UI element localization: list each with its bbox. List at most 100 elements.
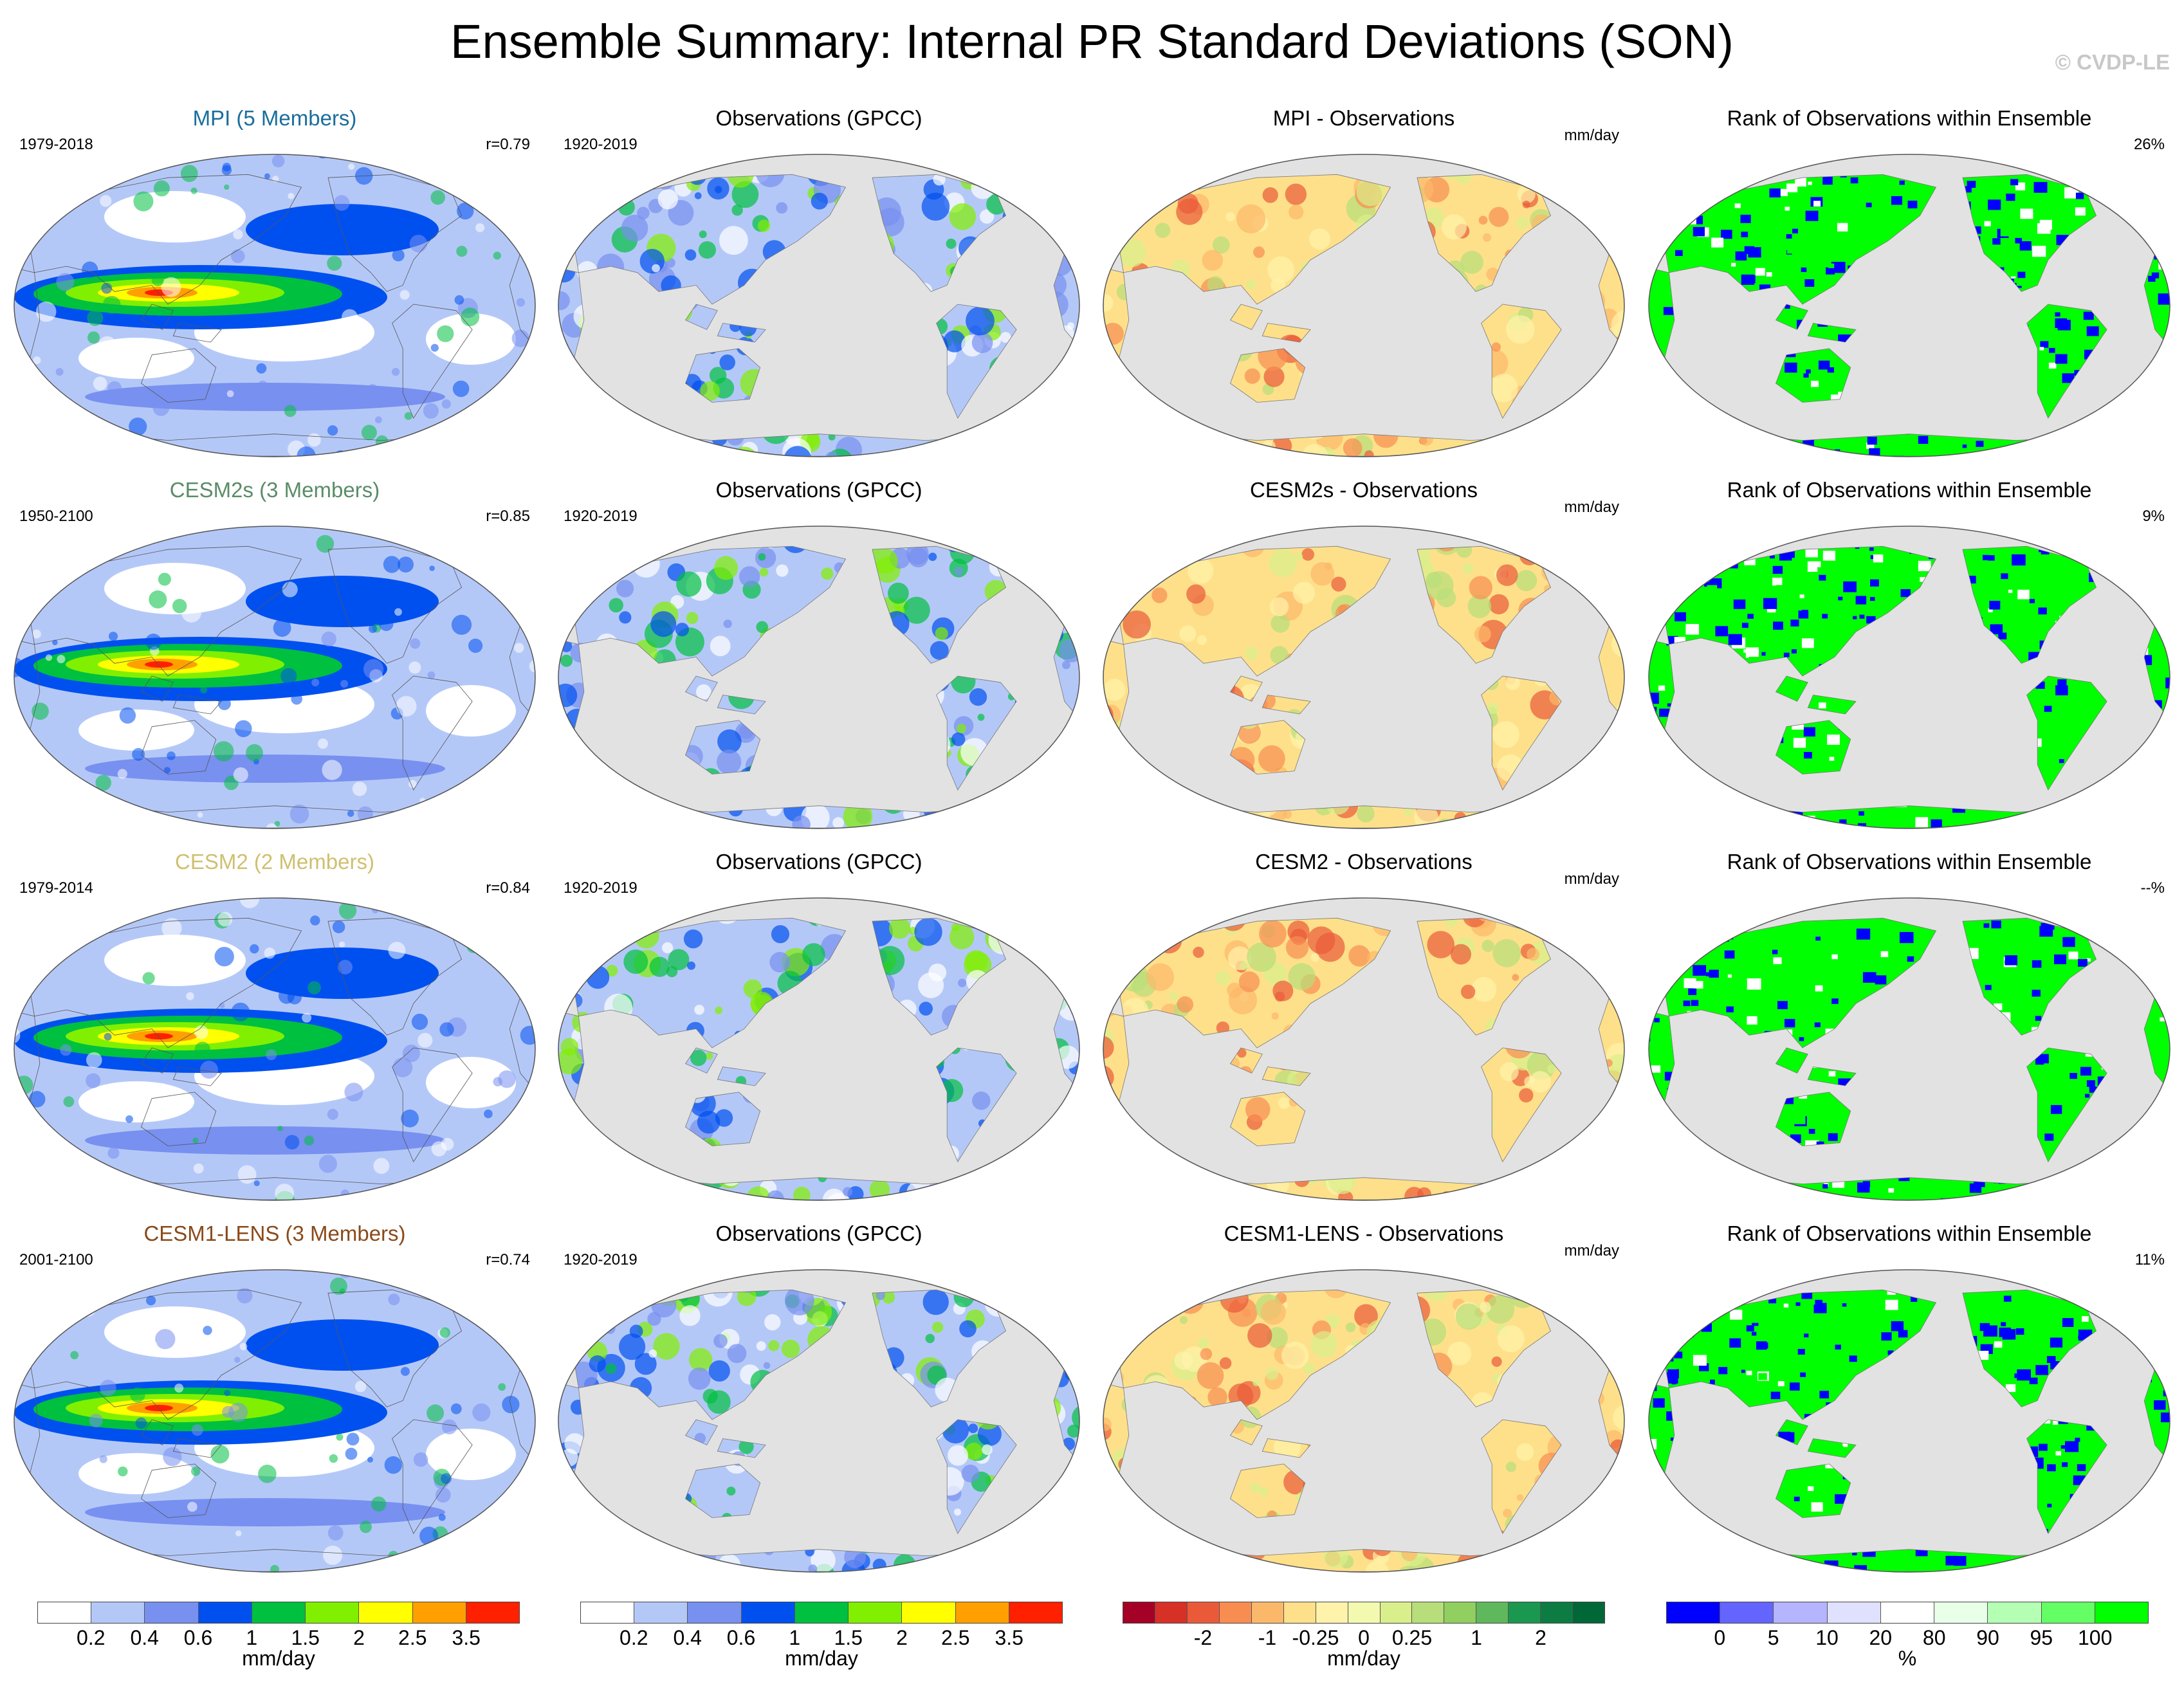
obs-title: Observations (GPCC) [715, 850, 922, 874]
colorbar-tick-label: 0.4 [673, 1626, 702, 1649]
colorbar-tick-label: 5 [1767, 1626, 1779, 1649]
diff-title: CESM2s - Observations [1250, 478, 1478, 502]
rank-colorbar-ticks: 0 5 10 20 80 90 95 100 [1666, 1626, 2149, 1652]
colorbar-swatch [2041, 1602, 2095, 1623]
colorbar-tick-label: -1 [1258, 1626, 1277, 1649]
model-colorbar [37, 1602, 520, 1624]
colorbar-swatch [1720, 1602, 1774, 1623]
panel-model-row3: CESM2 (2 Members) 1979-2014 r=0.84 [8, 850, 542, 1210]
unit-label: mm/day [1564, 870, 1619, 888]
correlation-label: r=0.79 [486, 136, 530, 153]
colorbar-tick-label: 10 [1815, 1626, 1839, 1649]
diff-title: MPI - Observations [1272, 106, 1455, 130]
colorbar-tick-label: 2.5 [398, 1626, 427, 1649]
colorbar-tick-label: 1 [789, 1626, 801, 1649]
obs-colorbar-ticks: 0.2 0.4 0.6 1 1.5 2 2.5 3.5 [580, 1626, 1063, 1652]
colorbar-swatch [1667, 1602, 1721, 1623]
diff-colorbar [1123, 1602, 1605, 1624]
rank-title: Rank of Observations within Ensemble [1727, 1222, 2092, 1245]
colorbar-swatch [1123, 1602, 1155, 1623]
rank-map [1648, 526, 2170, 829]
rank-map [1648, 897, 2170, 1201]
correlation-label: r=0.84 [486, 879, 530, 897]
colorbar-swatch [1476, 1602, 1509, 1623]
panel-diff-row3: CESM2 - Observations mm/day [1097, 850, 1631, 1210]
model-title: CESM2 (2 Members) [175, 850, 374, 874]
colorbar-tick-label: 100 [2077, 1626, 2113, 1649]
panel-rank-row4: Rank of Observations within Ensemble 11% [1642, 1222, 2176, 1582]
obs-colorbar-unit: mm/day [785, 1647, 858, 1670]
colorbar-swatch [252, 1602, 306, 1623]
diff-title: CESM1-LENS - Observations [1224, 1222, 1504, 1245]
colorbar-swatch [359, 1602, 413, 1623]
colorbar-swatch [1380, 1602, 1413, 1623]
panel-rank-row3: Rank of Observations within Ensemble --% [1642, 850, 2176, 1210]
colorbar-tick-label: 0 [1358, 1626, 1370, 1649]
panel-rank-row1: Rank of Observations within Ensemble 26% [1642, 106, 2176, 466]
rank-colorbar [1666, 1602, 2149, 1624]
rank-percent-label: --% [2140, 879, 2165, 897]
diff-map [1103, 154, 1625, 457]
colorbar-tick-label: 3.5 [995, 1626, 1023, 1649]
colorbar-swatch [1316, 1602, 1348, 1623]
years-label: 1979-2018 [19, 136, 93, 153]
colorbar-tick-label: 1 [1471, 1626, 1482, 1649]
colorbar-tick-label: 90 [1976, 1626, 1999, 1649]
colorbar-tick-label: 80 [1922, 1626, 1946, 1649]
obs-map [558, 154, 1080, 457]
colorbar-tick-label: 1.5 [291, 1626, 320, 1649]
colorbar-tick-label: 0.25 [1391, 1626, 1433, 1649]
model-map [14, 1269, 536, 1573]
colorbar-swatch [1988, 1602, 2042, 1623]
rank-percent-label: 26% [2133, 136, 2165, 153]
diff-map [1103, 1269, 1625, 1573]
colorbar-swatch [1251, 1602, 1284, 1623]
model-map [14, 154, 536, 457]
rank-percent-label: 9% [2142, 508, 2165, 525]
colorbar-swatch [1155, 1602, 1188, 1623]
panel-diff-row2: CESM2s - Observations mm/day [1097, 478, 1631, 838]
years-label: 1920-2019 [564, 508, 638, 525]
obs-map [558, 1269, 1080, 1573]
years-label: 1920-2019 [564, 136, 638, 153]
colorbar-tick-label: -2 [1193, 1626, 1213, 1649]
colorbar-swatch [38, 1602, 92, 1623]
colorbar-swatch [1348, 1602, 1381, 1623]
colorbar-tick-label: -0.25 [1292, 1626, 1339, 1649]
colorbar-tick-label: 0 [1714, 1626, 1726, 1649]
colorbar-tick-label: 2 [353, 1626, 365, 1649]
colorbar-tick-label: 2 [1535, 1626, 1546, 1649]
colorbar-swatch [955, 1602, 1009, 1623]
colorbar-swatch [1880, 1602, 1935, 1623]
diff-colorbar-ticks: -2 -1 -0.25 0 0.25 1 2 [1123, 1626, 1605, 1652]
panel-rank-row2: Rank of Observations within Ensemble 9% [1642, 478, 2176, 838]
rank-map [1648, 154, 2170, 457]
colorbar-tick-label: 0.2 [619, 1626, 648, 1649]
colorbar-swatch [902, 1602, 956, 1623]
colorbar-swatch [1283, 1602, 1316, 1623]
colorbar-swatch [198, 1602, 252, 1623]
colorbar-swatch [412, 1602, 466, 1623]
model-title: MPI (5 Members) [192, 106, 357, 130]
colorbar-tick-label: 2 [896, 1626, 908, 1649]
rank-map [1648, 1269, 2170, 1573]
colorbar-swatch [688, 1602, 742, 1623]
colorbar-tick-label: 95 [2030, 1626, 2053, 1649]
obs-map [558, 897, 1080, 1201]
colorbar-swatch [1187, 1602, 1220, 1623]
correlation-label: r=0.85 [486, 508, 530, 525]
colorbar-swatch [1573, 1602, 1605, 1623]
years-label: 1950-2100 [19, 508, 93, 525]
colorbar-swatch [849, 1602, 903, 1623]
colorbar-swatch [2095, 1602, 2148, 1623]
colorbar-swatch [145, 1602, 199, 1623]
colorbar-swatch [1009, 1602, 1062, 1623]
colorbar-tick-label: 20 [1869, 1626, 1893, 1649]
model-title: CESM2s (3 Members) [169, 478, 380, 502]
obs-title: Observations (GPCC) [715, 1222, 922, 1245]
model-map [14, 897, 536, 1201]
panel-obs-row2: Observations (GPCC) 1920-2019 [552, 478, 1086, 838]
colorbar-tick-label: 3.5 [452, 1626, 481, 1649]
panel-obs-row3: Observations (GPCC) 1920-2019 [552, 850, 1086, 1210]
panel-model-row4: CESM1-LENS (3 Members) 2001-2100 r=0.74 [8, 1222, 542, 1582]
